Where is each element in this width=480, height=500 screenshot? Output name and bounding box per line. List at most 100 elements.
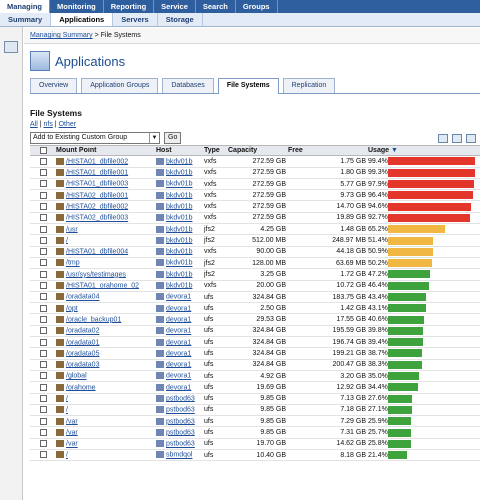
host-link[interactable]: pstbod63 <box>166 406 195 414</box>
row-checkbox[interactable] <box>30 395 56 402</box>
sub-nav-summary[interactable]: Summary <box>0 13 52 26</box>
row-checkbox[interactable] <box>30 259 56 267</box>
filter-all[interactable]: All <box>30 121 38 128</box>
mount-point-link[interactable]: /usr/sys/testimages <box>66 271 126 279</box>
host-link[interactable]: bkdv01b <box>166 180 193 188</box>
row-checkbox[interactable] <box>30 202 56 210</box>
row-checkbox[interactable] <box>30 180 56 188</box>
sub-nav-servers[interactable]: Servers <box>113 13 158 26</box>
filter-other[interactable]: Other <box>58 121 77 128</box>
host-link[interactable]: bkdv01b <box>166 225 193 233</box>
host-link[interactable]: pstbod63 <box>166 417 195 425</box>
host-link[interactable]: pstbod63 <box>166 395 195 403</box>
host-link[interactable]: devora1 <box>166 304 192 312</box>
settings-icon[interactable] <box>4 41 18 53</box>
row-checkbox[interactable] <box>30 327 56 335</box>
mount-point-link[interactable]: /orahome <box>66 384 96 392</box>
row-checkbox[interactable] <box>30 372 56 380</box>
mount-point-link[interactable]: / <box>66 395 68 403</box>
mount-point-link[interactable]: / <box>66 451 68 459</box>
tab-overview[interactable]: Overview <box>30 78 78 93</box>
row-checkbox[interactable] <box>30 169 56 177</box>
row-checkbox[interactable] <box>30 293 56 301</box>
header-free[interactable]: Free <box>288 147 303 155</box>
mount-point-link[interactable]: /HISTA01_orahome_02 <box>66 282 140 290</box>
host-link[interactable]: pstbod63 <box>166 429 195 437</box>
export-icon[interactable] <box>438 134 448 143</box>
go-button[interactable]: Go <box>164 132 182 144</box>
mount-point-link[interactable]: /oradata02 <box>66 327 100 335</box>
mount-point-link[interactable]: /oracle_backup01 <box>66 316 122 324</box>
host-link[interactable]: devora1 <box>166 350 192 358</box>
custom-group-select[interactable]: Add to Existing Custom Group ▼ <box>30 132 160 144</box>
row-checkbox[interactable] <box>30 349 56 357</box>
host-link[interactable]: devora1 <box>166 293 192 301</box>
host-link[interactable]: pstbod63 <box>166 440 195 448</box>
row-checkbox[interactable] <box>30 214 56 222</box>
mount-point-link[interactable]: / <box>66 237 68 245</box>
tab-replication[interactable]: Replication <box>282 78 336 93</box>
row-checkbox[interactable] <box>30 191 56 199</box>
host-link[interactable]: bkdv01b <box>166 192 193 199</box>
host-link[interactable]: bkdv01b <box>166 158 193 166</box>
host-link[interactable]: bkdv01b <box>166 203 193 211</box>
mount-point-link[interactable]: /tmp <box>66 259 80 267</box>
host-link[interactable]: bkdv01b <box>166 248 193 256</box>
row-checkbox[interactable] <box>30 383 56 391</box>
host-link[interactable]: devora1 <box>166 372 192 380</box>
refresh-icon[interactable] <box>466 134 476 143</box>
mount-point-link[interactable]: /var <box>66 417 78 425</box>
mount-point-link[interactable]: /global <box>66 372 87 380</box>
sub-nav-applications[interactable]: Applications <box>51 13 114 26</box>
top-nav-search[interactable]: Search <box>196 0 236 13</box>
mount-point-link[interactable]: /HISTA02_dbfile003 <box>66 214 129 222</box>
header-type[interactable]: Type <box>204 147 220 155</box>
mount-point-link[interactable]: /oradata05 <box>66 350 100 358</box>
host-link[interactable]: bkdv01b <box>166 259 193 267</box>
top-nav-service[interactable]: Service <box>154 0 196 13</box>
row-checkbox[interactable] <box>30 428 56 436</box>
sub-nav-storage[interactable]: Storage <box>158 13 203 26</box>
host-link[interactable]: bkdv01b <box>166 282 193 290</box>
row-checkbox[interactable] <box>30 315 56 323</box>
host-link[interactable]: bkdv01b <box>166 271 193 279</box>
row-checkbox[interactable] <box>30 338 56 346</box>
row-checkbox[interactable] <box>30 451 56 459</box>
mount-point-link[interactable]: /HISTA02_dbfile002 <box>66 203 129 211</box>
host-link[interactable]: sbmdqol <box>166 451 193 459</box>
filter-nfs[interactable]: nfs <box>43 121 53 128</box>
mount-point-link[interactable]: /var <box>66 440 78 448</box>
row-checkbox[interactable] <box>30 236 56 244</box>
mount-point-link[interactable]: /oradata03 <box>66 361 100 369</box>
tab-application-groups[interactable]: Application Groups <box>81 78 159 93</box>
mount-point-link[interactable]: /HISTA01_dbfile003 <box>66 180 129 188</box>
row-checkbox[interactable] <box>30 270 56 278</box>
row-checkbox[interactable] <box>30 157 56 165</box>
mount-point-link[interactable]: /HISTA01_dbfile001 <box>66 169 129 177</box>
mount-point-link[interactable]: /HISTA02_dbfile001 <box>66 192 129 199</box>
top-nav-managing[interactable]: Managing <box>0 0 50 13</box>
mount-point-link[interactable]: /HISTA01_dbfile004 <box>66 248 129 256</box>
mount-point-link[interactable]: /HISTA01_dbfile002 <box>66 158 129 166</box>
header-mount-point[interactable]: Mount Point <box>56 147 97 155</box>
host-link[interactable]: bkdv01b <box>166 237 193 245</box>
mount-point-link[interactable]: /var <box>66 429 78 437</box>
header-host[interactable]: Host <box>156 147 172 155</box>
top-nav-monitoring[interactable]: Monitoring <box>50 0 104 13</box>
mount-point-link[interactable]: /usr <box>66 225 78 233</box>
mount-point-link[interactable]: /oradata01 <box>66 338 100 346</box>
host-link[interactable]: bkdv01b <box>166 169 193 177</box>
row-checkbox[interactable] <box>30 440 56 448</box>
tab-file-systems[interactable]: File Systems <box>217 78 279 94</box>
row-checkbox[interactable] <box>30 304 56 312</box>
row-checkbox[interactable] <box>30 406 56 414</box>
row-checkbox[interactable] <box>30 282 56 290</box>
row-checkbox[interactable] <box>30 417 56 425</box>
row-checkbox[interactable] <box>30 361 56 369</box>
host-link[interactable]: bkdv01b <box>166 214 193 222</box>
row-checkbox[interactable] <box>30 248 56 256</box>
header-usage[interactable]: Usage ▼ <box>368 147 480 154</box>
row-checkbox[interactable] <box>30 225 56 233</box>
host-link[interactable]: devora1 <box>166 316 192 324</box>
tab-databases[interactable]: Databases <box>162 78 214 93</box>
